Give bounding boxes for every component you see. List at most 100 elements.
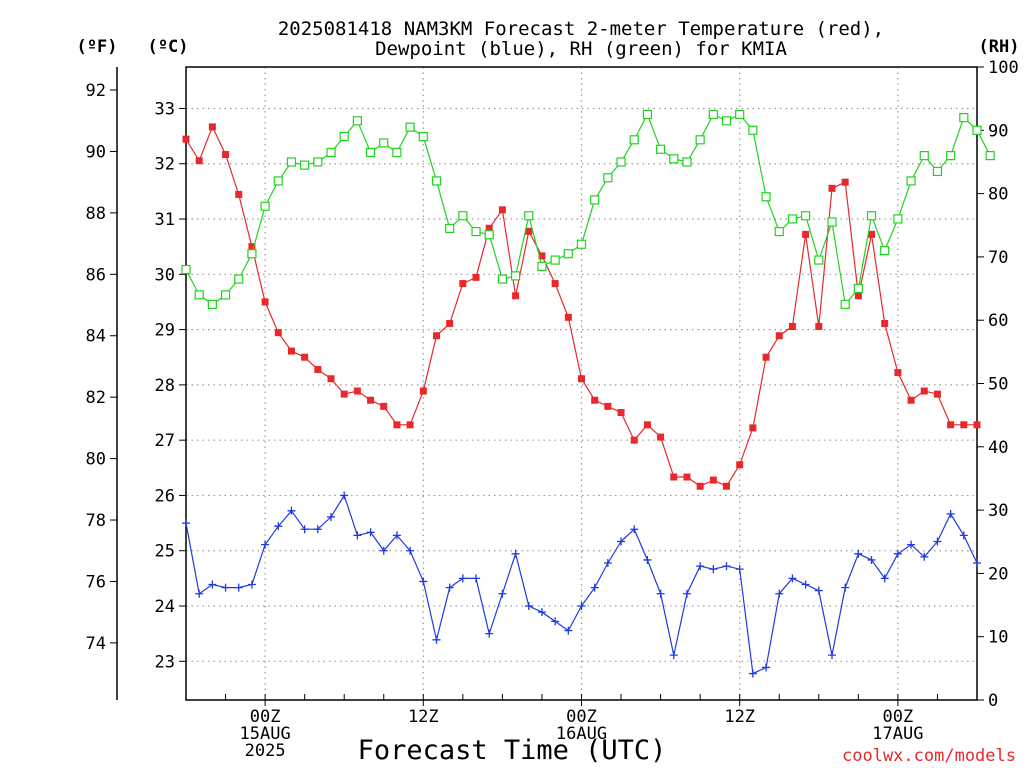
dewpoint-point bbox=[893, 549, 902, 558]
rh-point bbox=[234, 274, 244, 284]
dewpoint-point bbox=[827, 651, 836, 660]
dewpoint-point bbox=[247, 580, 256, 589]
rh-point bbox=[695, 135, 705, 145]
temperature-point bbox=[578, 375, 585, 383]
rh-point bbox=[510, 271, 521, 281]
dewpoint-point bbox=[867, 555, 876, 564]
temperature-point bbox=[947, 421, 955, 429]
dewpoint-point bbox=[564, 626, 573, 635]
rh-point bbox=[458, 211, 468, 221]
temperature-point bbox=[617, 409, 625, 417]
x-tick-label: 16AUG bbox=[556, 724, 607, 744]
rh-point bbox=[774, 226, 784, 237]
series-layer bbox=[181, 109, 995, 678]
temperature-point bbox=[723, 482, 731, 490]
dewpoint-point bbox=[959, 531, 968, 540]
temperature-point bbox=[340, 390, 348, 398]
temperature-point bbox=[881, 319, 889, 327]
x-tick-label: 15AUG bbox=[240, 724, 291, 744]
rh-point bbox=[919, 151, 929, 161]
unit-label-rh: (RH) bbox=[979, 37, 1020, 57]
temperature-point bbox=[670, 473, 678, 481]
temperature-point bbox=[788, 323, 796, 331]
dewpoint-point bbox=[498, 589, 507, 598]
rh-point bbox=[181, 264, 191, 275]
fahrenheit-tick-label: 88 bbox=[86, 204, 106, 224]
rh-point bbox=[339, 132, 349, 142]
dewpoint-point bbox=[432, 635, 441, 644]
dewpoint-point bbox=[880, 574, 889, 583]
dewpoint-point bbox=[682, 589, 691, 598]
celsius-tick-label: 30 bbox=[155, 265, 175, 285]
rh-point bbox=[405, 122, 415, 132]
dewpoint-point bbox=[445, 583, 454, 592]
celsius-tick-label: 32 bbox=[155, 155, 175, 175]
dewpoint-point bbox=[392, 531, 401, 540]
rh-point bbox=[985, 151, 995, 161]
rh-point bbox=[655, 144, 666, 154]
temperature-point bbox=[419, 387, 427, 395]
rh-point bbox=[840, 299, 850, 309]
temperature-point bbox=[920, 387, 928, 395]
rh-point bbox=[484, 230, 494, 240]
rh-point bbox=[642, 109, 653, 120]
dewpoint-point bbox=[696, 562, 705, 571]
rh-tick-label: 10 bbox=[988, 628, 1008, 648]
dewpoint-point bbox=[472, 574, 481, 583]
rh-point bbox=[431, 176, 442, 186]
rh-point bbox=[286, 157, 297, 167]
rh-point bbox=[445, 223, 455, 234]
temperature-point bbox=[498, 206, 506, 214]
dewpoint-point bbox=[722, 562, 731, 571]
temperature-point bbox=[696, 482, 704, 490]
temperature-point bbox=[235, 190, 243, 198]
temperature-point bbox=[248, 243, 256, 251]
rh-point bbox=[972, 125, 982, 135]
temperature-point bbox=[604, 402, 612, 410]
dewpoint-point bbox=[630, 525, 639, 534]
dewpoint-point bbox=[973, 559, 981, 568]
dewpoint-point bbox=[656, 589, 665, 598]
dewpoint-point bbox=[854, 549, 863, 558]
dewpoint-point bbox=[788, 574, 797, 583]
temperature-point bbox=[512, 292, 520, 300]
rh-point bbox=[708, 109, 718, 120]
rh-point bbox=[946, 151, 956, 161]
temperature-point bbox=[841, 178, 849, 186]
dewpoint-point bbox=[195, 589, 204, 598]
rh-point bbox=[220, 290, 231, 300]
temperature-point bbox=[432, 332, 440, 340]
temperature-point bbox=[538, 252, 546, 260]
temperature-point bbox=[657, 433, 665, 441]
dewpoint-point bbox=[300, 525, 309, 534]
dewpoint-point bbox=[313, 525, 322, 534]
temperature-point bbox=[551, 280, 559, 288]
dewpoint-point bbox=[366, 528, 375, 537]
chart-title-line-2: Dewpoint (blue), RH (green) for KMIA bbox=[375, 38, 787, 60]
x-tick-label: 2025 bbox=[245, 741, 286, 761]
temperature-point bbox=[683, 473, 691, 481]
temperature-point bbox=[868, 230, 876, 238]
rh-point bbox=[748, 125, 758, 135]
dewpoint-point bbox=[327, 512, 336, 521]
dewpoint-point bbox=[643, 555, 652, 564]
unit-label-celsius: (ºC) bbox=[148, 37, 189, 57]
rh-tick-label: 80 bbox=[988, 185, 1008, 205]
temperature-point bbox=[446, 319, 454, 327]
dewpoint-point bbox=[933, 537, 942, 546]
rh-point bbox=[827, 217, 837, 227]
rh-tick-label: 60 bbox=[988, 311, 1008, 331]
dewpoint-point bbox=[485, 629, 494, 638]
temperature-point bbox=[736, 461, 744, 469]
rh-point bbox=[682, 157, 692, 167]
dewpoint-point bbox=[353, 531, 362, 540]
x-tick-label: 00Z bbox=[883, 707, 914, 727]
celsius-tick-label: 23 bbox=[155, 652, 175, 672]
temperature-point bbox=[643, 421, 651, 429]
rh-point bbox=[260, 201, 270, 211]
rh-tick-label: 50 bbox=[988, 375, 1008, 395]
rh-point bbox=[537, 261, 547, 271]
dewpoint-point bbox=[340, 491, 349, 500]
rh-point bbox=[497, 274, 507, 284]
celsius-tick-label: 26 bbox=[155, 486, 175, 506]
